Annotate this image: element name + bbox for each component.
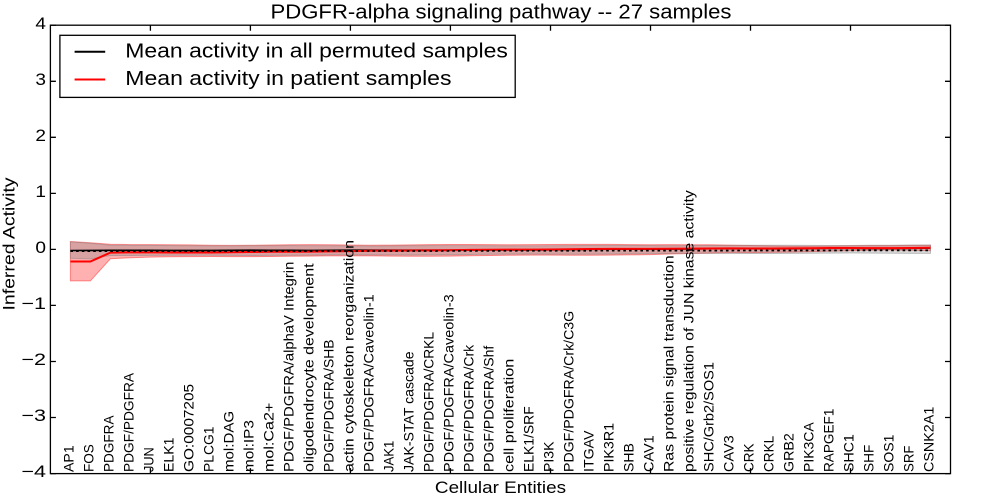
svg-text:Inferred Activity: Inferred Activity bbox=[0, 177, 19, 311]
svg-text:AP1: AP1 bbox=[60, 445, 76, 472]
svg-text:SOS1: SOS1 bbox=[881, 434, 897, 472]
svg-text:cell proliferation: cell proliferation bbox=[501, 359, 517, 472]
svg-text:PDGF/PDGFRA/SHB: PDGF/PDGFRA/SHB bbox=[320, 340, 336, 473]
svg-text:PDGF/PDGFRA/Caveolin-3: PDGF/PDGFRA/Caveolin-3 bbox=[440, 294, 456, 472]
svg-text:3: 3 bbox=[35, 70, 46, 89]
svg-text:JUN: JUN bbox=[140, 447, 156, 472]
svg-text:oligodendrocyte development: oligodendrocyte development bbox=[300, 263, 316, 472]
svg-text:PLCG1: PLCG1 bbox=[200, 426, 216, 472]
svg-text:CAV1: CAV1 bbox=[641, 435, 657, 472]
svg-text:CAV3: CAV3 bbox=[721, 435, 737, 472]
svg-text:PDGF/PDGFRA/Shf: PDGF/PDGFRA/Shf bbox=[480, 346, 496, 472]
svg-text:JAK-STAT cascade: JAK-STAT cascade bbox=[400, 351, 416, 472]
svg-text:PDGF/PDGFRA/alphaV Integrin: PDGF/PDGFRA/alphaV Integrin bbox=[280, 262, 296, 472]
svg-text:SHB: SHB bbox=[621, 443, 637, 472]
svg-text:Mean activity in all permuted: Mean activity in all permuted samples bbox=[125, 41, 508, 63]
svg-text:0: 0 bbox=[35, 238, 46, 257]
svg-text:−1: −1 bbox=[21, 294, 46, 313]
svg-text:PDGF/PDGFRA/CRKL: PDGF/PDGFRA/CRKL bbox=[420, 332, 436, 472]
svg-text:Ras protein signal transductio: Ras protein signal transduction bbox=[661, 255, 677, 472]
svg-text:Mean activity in patient sampl: Mean activity in patient samples bbox=[125, 68, 451, 90]
svg-text:−2: −2 bbox=[21, 350, 46, 369]
svg-text:CSNK2A1: CSNK2A1 bbox=[921, 406, 937, 472]
svg-text:PDGF/PDGFRA/Crk: PDGF/PDGFRA/Crk bbox=[460, 345, 476, 472]
svg-text:2: 2 bbox=[35, 126, 46, 145]
svg-text:1: 1 bbox=[35, 182, 46, 201]
svg-text:FOS: FOS bbox=[80, 444, 96, 472]
svg-text:CRKL: CRKL bbox=[761, 436, 777, 472]
svg-text:Cellular Entities: Cellular Entities bbox=[435, 478, 566, 497]
svg-text:actin cytoskeleton reorganizat: actin cytoskeleton reorganization bbox=[340, 240, 356, 472]
svg-text:4: 4 bbox=[35, 14, 46, 33]
svg-text:JAK1: JAK1 bbox=[380, 440, 396, 472]
svg-text:RAPGEF1: RAPGEF1 bbox=[821, 408, 837, 472]
svg-text:PI3K: PI3K bbox=[541, 441, 557, 472]
svg-text:ELK1/SRF: ELK1/SRF bbox=[521, 406, 537, 472]
svg-text:GRB2: GRB2 bbox=[781, 433, 797, 472]
svg-text:ITGAV: ITGAV bbox=[581, 430, 597, 472]
svg-text:PDGF/PDGFRA/Crk/C3G: PDGF/PDGFRA/Crk/C3G bbox=[561, 311, 577, 472]
svg-text:SHC1: SHC1 bbox=[841, 434, 857, 472]
svg-text:PDGFRA: PDGFRA bbox=[100, 415, 116, 472]
svg-text:ELK1: ELK1 bbox=[160, 437, 176, 472]
svg-text:mol:DAG: mol:DAG bbox=[220, 411, 236, 472]
svg-text:SRF: SRF bbox=[901, 446, 917, 473]
svg-text:−4: −4 bbox=[21, 462, 46, 481]
svg-text:−3: −3 bbox=[21, 406, 46, 425]
svg-text:mol:IP3: mol:IP3 bbox=[240, 420, 256, 472]
svg-text:positive regulation of JUN kin: positive regulation of JUN kinase activi… bbox=[681, 190, 697, 472]
svg-text:SHF: SHF bbox=[861, 445, 877, 472]
svg-text:PIK3R1: PIK3R1 bbox=[601, 423, 617, 472]
svg-text:GO:0007205: GO:0007205 bbox=[180, 384, 196, 472]
svg-text:mol:Ca2+: mol:Ca2+ bbox=[260, 403, 276, 472]
svg-text:SHC/Grb2/SOS1: SHC/Grb2/SOS1 bbox=[701, 362, 717, 472]
svg-text:PIK3CA: PIK3CA bbox=[801, 422, 817, 472]
svg-text:PDGFR-alpha signaling pathway: PDGFR-alpha signaling pathway -- 27 samp… bbox=[271, 2, 732, 24]
svg-text:PDGF/PDGFRA: PDGF/PDGFRA bbox=[120, 372, 136, 472]
svg-text:PDGF/PDGFRA/Caveolin-1: PDGF/PDGFRA/Caveolin-1 bbox=[360, 294, 376, 472]
svg-text:CRK: CRK bbox=[741, 443, 757, 472]
